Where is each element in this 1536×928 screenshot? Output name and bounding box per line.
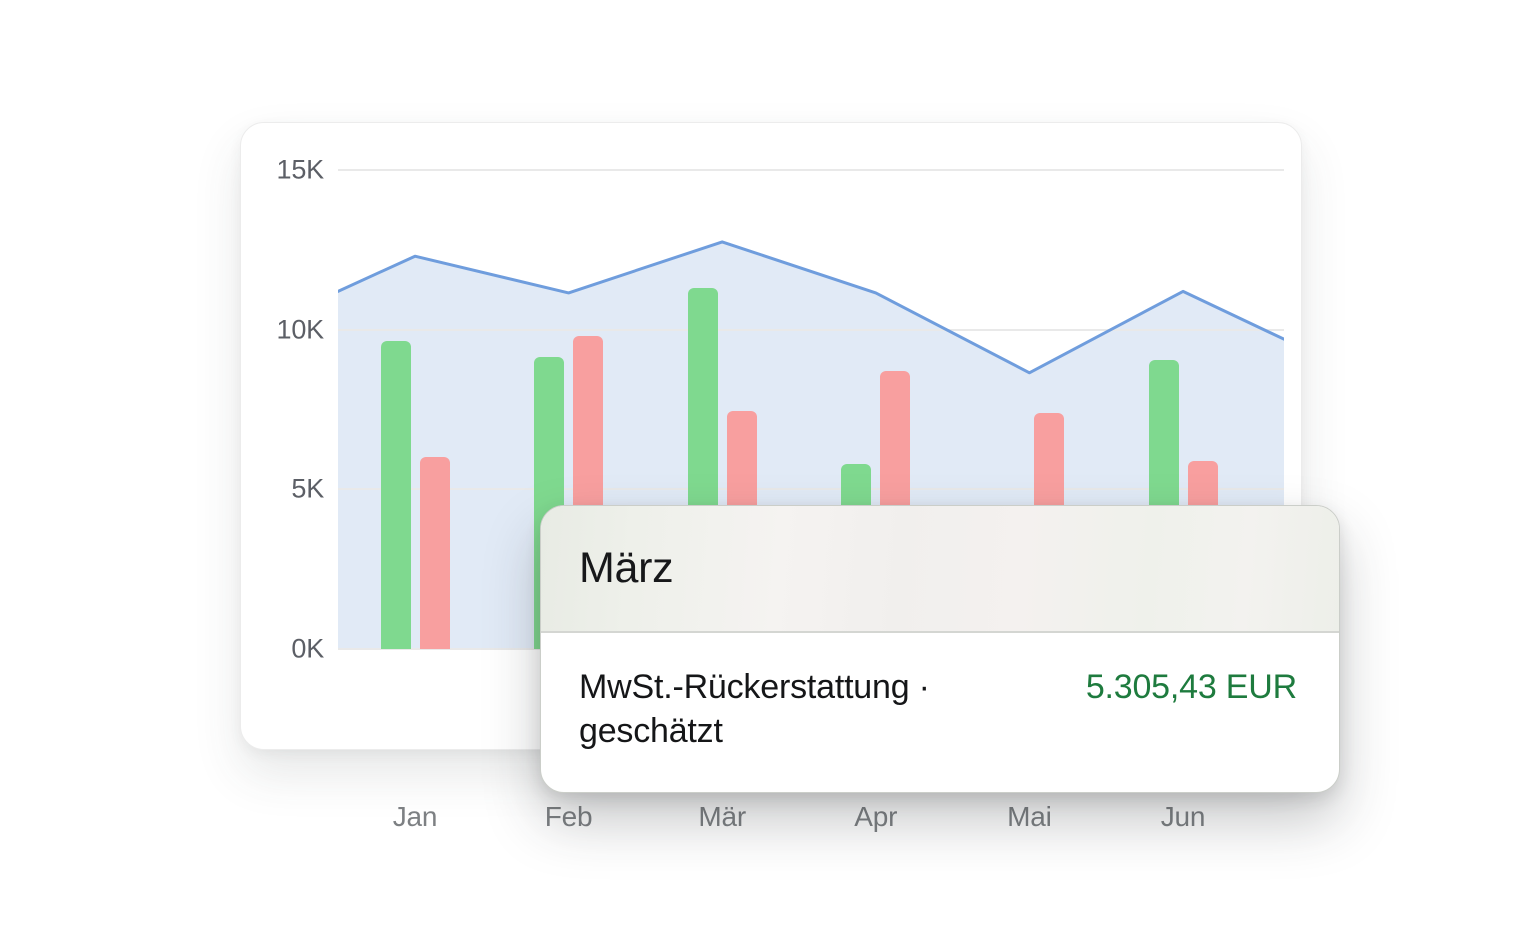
x-tick-label-5: Mai	[1007, 801, 1052, 832]
area-line	[338, 240, 1284, 375]
tooltip-title: März	[579, 544, 674, 592]
tooltip-body: MwSt.-Rückerstattung · geschätzt 5.305,4…	[541, 633, 1339, 753]
y-tick-label-5k: 5K	[291, 473, 324, 504]
bar-red-1-Jan[interactable]	[419, 457, 450, 649]
x-tick-label-3: Mär	[698, 801, 746, 832]
chart-tooltip: März MwSt.-Rückerstattung · geschätzt 5.…	[540, 505, 1340, 793]
x-tick-label-4: Apr	[854, 801, 898, 832]
y-tick-label-0k: 0K	[291, 633, 324, 664]
gridline-10k	[338, 328, 1284, 331]
bar-green-1-Jan[interactable]	[380, 340, 411, 649]
x-tick-label-1: Jan	[392, 801, 438, 832]
gridline-15k	[338, 168, 1284, 171]
tooltip-row-value: 5.305,43 EUR	[1085, 668, 1297, 706]
tooltip-row-label: MwSt.-Rückerstattung · geschätzt	[579, 668, 930, 750]
gridline-5k	[338, 488, 1284, 491]
line-series	[338, 240, 1284, 375]
tooltip-header: März	[541, 506, 1339, 633]
y-tick-label-10k: 10K	[276, 314, 325, 345]
x-tick-label-6: Jun	[1160, 801, 1206, 832]
y-tick-label-15k: 15K	[276, 154, 325, 185]
x-tick-label-2: Feb	[544, 801, 593, 832]
